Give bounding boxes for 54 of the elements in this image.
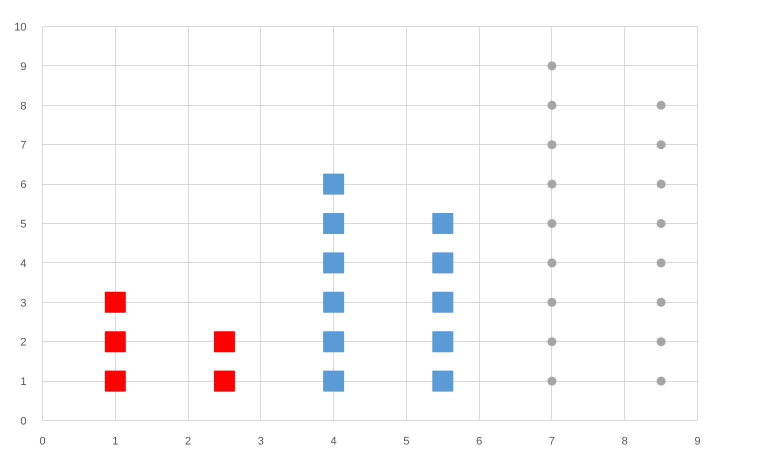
point (323, 213, 344, 234)
y-tick-label: 3 (20, 297, 27, 310)
point (214, 370, 235, 392)
point (547, 376, 556, 386)
x-tick-label: 3 (258, 436, 264, 448)
point (323, 252, 344, 274)
point (323, 370, 344, 392)
point (656, 219, 666, 228)
point (656, 140, 666, 150)
x-tick-label: 7 (548, 436, 556, 448)
x-tick-label: 8 (622, 436, 628, 448)
point (656, 337, 666, 346)
point (432, 252, 454, 274)
y-tick-label: 2 (20, 336, 27, 349)
point (547, 100, 556, 110)
x-tick-label: 5 (403, 436, 410, 448)
y-tick-label: 9 (20, 60, 27, 73)
y-tick-label: 0 (20, 416, 27, 428)
point (432, 292, 454, 313)
point (547, 337, 556, 346)
y-tick-label: 8 (20, 100, 27, 112)
point (547, 258, 556, 268)
point (432, 213, 454, 234)
point (547, 219, 556, 228)
y-tick-label: 7 (20, 140, 27, 152)
point (547, 180, 556, 189)
point (323, 292, 344, 313)
point (432, 331, 454, 352)
point (214, 331, 235, 352)
point (656, 180, 666, 189)
x-tick-label: 2 (184, 436, 192, 448)
x-tick-label: 6 (476, 436, 482, 448)
point (432, 370, 454, 392)
point (656, 100, 666, 110)
point (104, 292, 126, 313)
y-tick-label: 10 (14, 22, 27, 34)
point (656, 258, 666, 268)
x-tick-label: 9 (694, 436, 701, 448)
x-tick-label: 4 (330, 436, 337, 448)
point (323, 174, 344, 195)
point (104, 331, 126, 352)
point (656, 298, 666, 307)
point (547, 298, 556, 307)
x-tick-label: 1 (112, 436, 118, 448)
point (547, 61, 556, 70)
point (656, 376, 666, 386)
point (323, 331, 344, 352)
y-tick-label: 4 (20, 258, 27, 270)
x-tick-label: 0 (39, 436, 46, 448)
y-tick-label: 6 (20, 179, 27, 192)
point (547, 140, 556, 150)
y-tick-label: 5 (20, 218, 27, 230)
y-tick-label: 1 (20, 376, 27, 388)
point (104, 370, 126, 392)
